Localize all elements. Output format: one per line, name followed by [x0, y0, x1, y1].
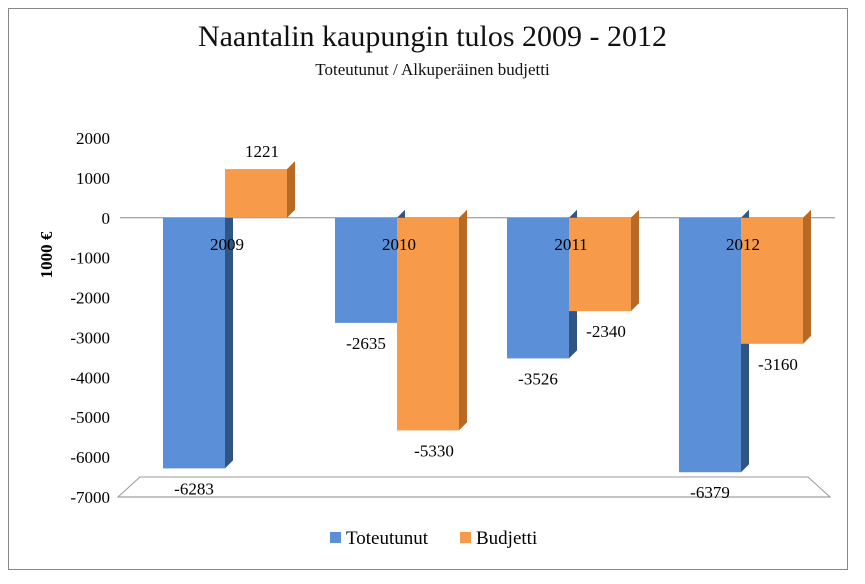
bar-toteutunut-2009: [163, 217, 225, 469]
bar-side-2011: [631, 209, 639, 312]
y-axis-title: 1000 €: [37, 231, 56, 278]
bar-side-2009: [225, 209, 233, 469]
bar-side-2009: [287, 161, 295, 218]
y-tick-label: -6000: [70, 448, 110, 467]
x-tick-label: 2010: [382, 235, 416, 254]
data-label: -2635: [346, 334, 386, 353]
x-tick-label: 2009: [210, 235, 244, 254]
y-tick-label: 2000: [76, 129, 110, 148]
bar-side-2012: [803, 209, 811, 344]
y-tick-label: -3000: [70, 328, 110, 347]
y-tick-label: -4000: [70, 368, 110, 387]
bar-toteutunut-2011: [507, 217, 569, 359]
x-tick-label: 2012: [726, 235, 760, 254]
legend-label: Toteutunut: [346, 528, 429, 549]
y-tick-label: -2000: [70, 289, 110, 308]
data-label: -6379: [690, 483, 730, 502]
data-label: -2340: [586, 322, 626, 341]
bar-budjetti-2011: [569, 217, 631, 312]
bar-budjetti-2009: [225, 169, 287, 218]
data-label: -3160: [758, 355, 798, 374]
bar-budjetti-2012: [741, 217, 803, 344]
bar-budjetti-2010: [397, 217, 459, 431]
legend-swatch-toteutunut: [330, 532, 341, 543]
data-label: -6283: [174, 479, 214, 498]
y-tick-label: -5000: [70, 408, 110, 427]
data-label: -3526: [518, 369, 558, 388]
y-tick-label: -7000: [70, 488, 110, 507]
bar-toteutunut-2012: [679, 217, 741, 473]
y-tick-label: -1000: [70, 249, 110, 268]
legend-label: Budjetti: [476, 528, 537, 549]
bar-toteutunut-2010: [335, 217, 397, 323]
chart-title: Naantalin kaupungin tulos 2009 - 2012: [197, 20, 668, 53]
y-tick-label: 1000: [76, 169, 110, 188]
data-label: -5330: [414, 441, 454, 460]
y-tick-label: 0: [102, 209, 111, 228]
bar-side-2010: [459, 209, 467, 431]
legend-swatch-budjetti: [460, 532, 471, 543]
chart-subtitle: Toteutunut / Alkuperäinen budjetti: [315, 60, 550, 79]
x-tick-label: 2011: [554, 235, 587, 254]
chart-frame: [8, 8, 848, 570]
data-label: 1221: [245, 142, 279, 161]
